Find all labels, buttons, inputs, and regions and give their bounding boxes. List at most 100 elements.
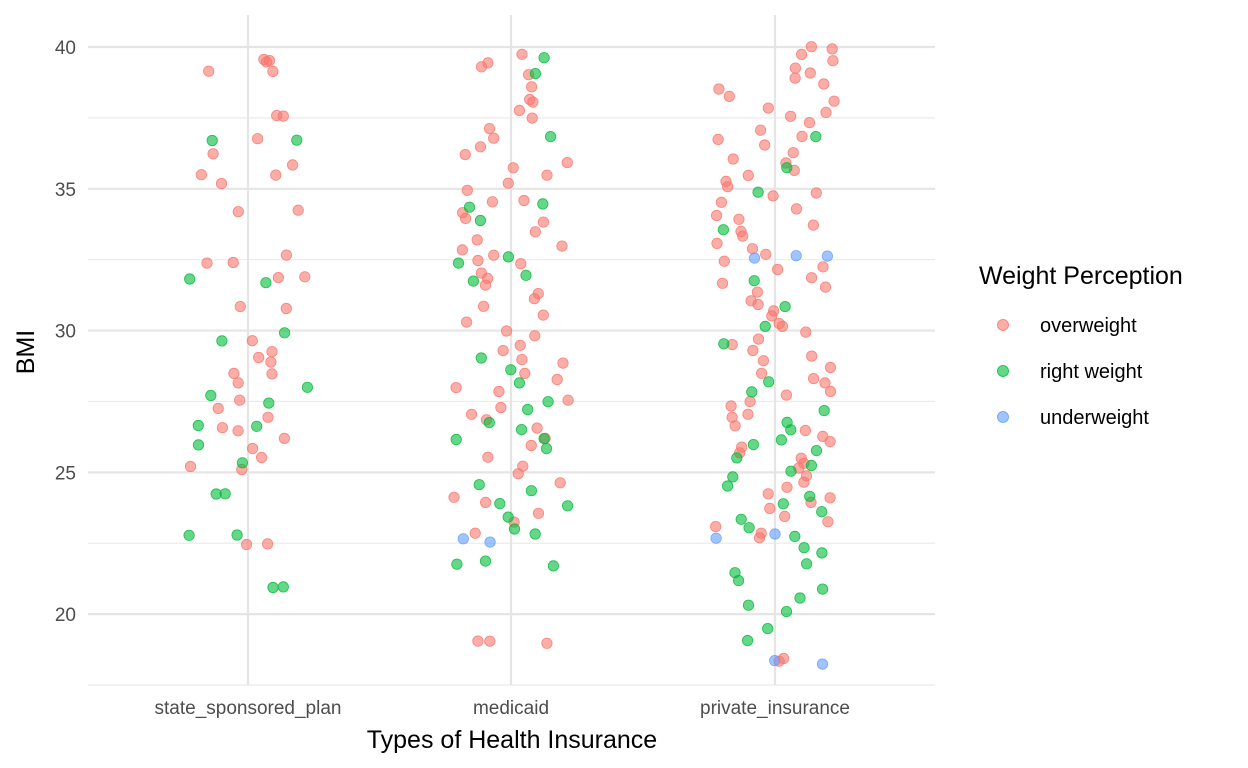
data-point [525,485,538,497]
data-point [790,203,803,215]
data-point [184,460,197,473]
data-point [263,54,276,67]
data-point [824,361,837,374]
data-point [804,490,816,502]
data-point [732,574,745,587]
data-point [721,480,734,492]
data-point [232,206,244,218]
data-point [457,533,469,545]
data-point [266,346,278,358]
data-point [807,219,820,231]
data-point [234,394,246,406]
data-point [508,523,521,535]
data-point [195,169,207,181]
data-point [551,373,563,386]
data-point [502,177,514,189]
data-point [787,147,799,159]
data-point [463,201,476,213]
data-point [465,408,478,420]
axes: 20 25 30 35 40 state_sponsored_plan medicaid pr… [55,38,850,719]
data-point [231,529,243,541]
data-point [537,216,550,228]
data-point [522,403,534,416]
data-point [267,65,279,78]
data-point [828,95,840,107]
data-point [514,339,526,351]
data-point [488,132,500,144]
data-point [542,396,554,408]
y-tick-label: 35 [55,180,76,201]
data-point [451,558,463,570]
data-point [805,272,818,284]
data-point [822,516,834,528]
data-point [562,394,574,406]
data-point [479,555,492,567]
data-point [727,471,739,483]
legend-key [997,365,1009,377]
data-point [532,507,545,519]
data-point [513,104,526,117]
data-point [216,335,228,347]
data-point [744,395,756,408]
data-point [518,194,530,207]
data-point [234,300,246,313]
data-point [278,432,290,444]
data-point [777,498,789,510]
data-point [810,444,823,457]
data-point [251,420,263,432]
data-point [452,257,465,269]
data-point [280,302,292,315]
data-point [722,181,734,193]
data-point [484,635,496,647]
data-point [527,96,539,108]
data-point [495,401,507,414]
data-point [816,506,828,518]
x-tick-label: private_insurance [700,698,850,719]
data-point [554,477,566,489]
data-point [748,252,761,264]
data-point [747,438,760,451]
data-point [228,367,240,379]
data-point [516,353,528,366]
data-point [206,134,218,147]
data-point [483,123,496,135]
data-point [261,538,274,550]
legend: Weight Perception overweight right weight… [979,262,1183,429]
data-point [538,52,550,64]
data-point [472,635,484,647]
data-point [201,257,213,269]
data-point [818,78,830,90]
data-point [456,244,468,256]
data-point [232,425,244,437]
data-point [502,251,514,263]
data-point [733,213,745,225]
data-point [262,411,274,423]
data-point [794,592,806,604]
data-point [715,196,728,208]
data-point [528,293,541,305]
data-point [493,385,505,398]
data-point [267,581,279,594]
data-point [790,250,802,262]
data-point [795,48,808,61]
data-point [255,451,268,464]
data-point [270,169,282,181]
data-point [725,400,737,412]
data-point [759,320,771,332]
data-point [723,90,735,103]
data-point [547,560,560,572]
data-point [776,320,789,332]
data-point [746,386,758,398]
data-point [789,530,801,543]
data-point [557,357,569,369]
data-point [277,581,289,593]
data-point [475,61,488,73]
data-point [729,420,741,432]
data-point [507,162,519,174]
y-tick-label: 40 [55,38,76,59]
data-point [769,528,781,540]
data-point [820,106,832,119]
data-point [762,622,774,635]
data-point [512,468,524,480]
data-point [771,263,784,276]
